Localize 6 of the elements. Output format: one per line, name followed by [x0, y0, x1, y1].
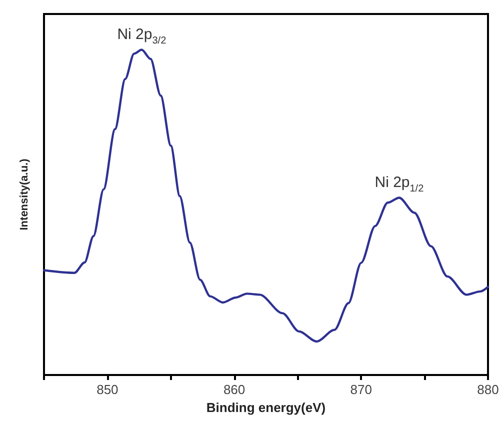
y-axis-title: Intensity(a.u.) — [18, 158, 30, 230]
x-axis-title: Binding energy(eV) — [206, 400, 326, 415]
x-tick-label: 880 — [477, 382, 499, 397]
x-tick-label: 870 — [350, 382, 372, 397]
x-tick-label: 850 — [96, 382, 118, 397]
x-tick-label: 860 — [223, 382, 246, 397]
